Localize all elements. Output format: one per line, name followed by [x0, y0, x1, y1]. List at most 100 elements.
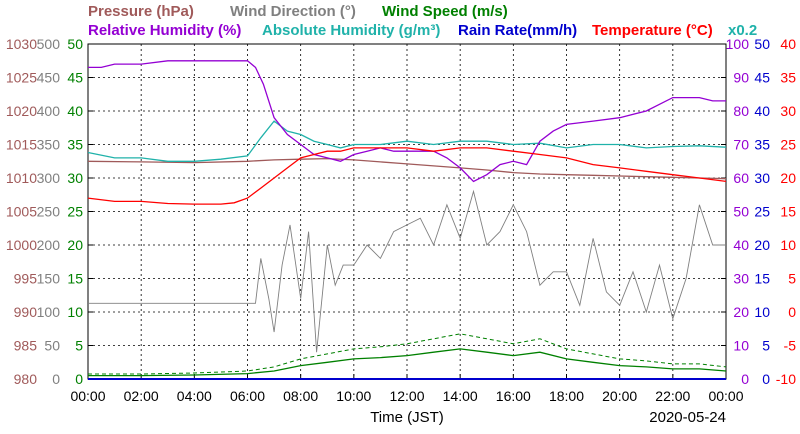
x-tick-label: 00:00	[70, 388, 105, 404]
pressure-tick-label: 980	[14, 371, 38, 387]
rain-rate-tick-label: 35	[754, 137, 770, 153]
wind-direction-tick-label: 350	[37, 137, 61, 153]
x-tick-label: 16:00	[496, 388, 531, 404]
wind-speed-tick-label: 10	[67, 304, 83, 320]
rain-rate-tick-label: 10	[754, 304, 770, 320]
chart-date: 2020-05-24	[649, 409, 726, 426]
wind-speed-tick-label: 45	[67, 70, 83, 86]
pressure-tick-label: 1030	[6, 36, 37, 52]
rain-rate-tick-label: 5	[762, 338, 770, 354]
series-pressure	[87, 157, 727, 180]
series-temperature	[87, 147, 727, 205]
legend-pressure: Pressure (hPa)	[88, 3, 194, 20]
rain-rate-tick-label: 40	[754, 103, 770, 119]
x-tick-label: 04:00	[177, 388, 212, 404]
x-tick-label: 00:00	[708, 388, 743, 404]
pressure-tick-label: 990	[14, 304, 38, 320]
legend-wind-direction: Wind Direction (°)	[230, 3, 356, 20]
right-axes: 1009080706050403020100504540353025201510…	[721, 36, 796, 387]
wind-direction-tick-label: 100	[37, 304, 61, 320]
temperature-tick-label: -10	[776, 371, 796, 387]
humidity-tick-label: 100	[726, 36, 750, 52]
x-tick-label: 12:00	[389, 388, 424, 404]
x-tick-label: 02:00	[124, 388, 159, 404]
wind-direction-tick-label: 400	[37, 103, 61, 119]
pressure-tick-label: 1025	[6, 70, 37, 86]
humidity-tick-label: 10	[733, 338, 749, 354]
pressure-tick-label: 1020	[6, 103, 37, 119]
x-tick-label: 06:00	[230, 388, 265, 404]
temperature-tick-label: 35	[780, 70, 796, 86]
x-axis-ticks: 00:00 02:00 04:00 06:00 08:00 10:00 12:00 14:00…	[70, 374, 744, 404]
temperature-tick-label: 30	[780, 103, 796, 119]
rain-rate-tick-label: 30	[754, 170, 770, 186]
rain-rate-tick-label: 50	[754, 36, 770, 52]
temperature-tick-label: 0	[788, 304, 796, 320]
humidity-tick-label: 50	[733, 204, 749, 220]
rain-rate-tick-label: 0	[762, 371, 770, 387]
humidity-tick-label: 70	[733, 137, 749, 153]
temperature-tick-label: 5	[788, 271, 796, 287]
temperature-tick-label: 15	[780, 204, 796, 220]
humidity-tick-label: 20	[733, 304, 749, 320]
wind-speed-tick-label: 50	[67, 36, 83, 52]
temperature-tick-label: 20	[780, 170, 796, 186]
wind-direction-tick-label: 50	[44, 338, 60, 354]
temperature-tick-label: 10	[780, 237, 796, 253]
humidity-tick-label: 90	[733, 70, 749, 86]
wind-speed-tick-label: 0	[75, 371, 83, 387]
wind-direction-tick-label: 300	[37, 170, 61, 186]
series-wind-speed	[88, 348, 727, 377]
legend-absolute-humidity: Absolute Humidity (g/m³)	[262, 22, 440, 39]
pressure-tick-label: 1000	[6, 237, 37, 253]
temperature-tick-label: -5	[784, 338, 797, 354]
left-axes: 1030102510201015101010051000995990985980…	[6, 36, 93, 387]
x-tick-label: 20:00	[602, 388, 637, 404]
series-relative-humidity	[88, 60, 726, 183]
temperature-tick-label: 25	[780, 137, 796, 153]
pressure-tick-label: 985	[14, 338, 38, 354]
wind-direction-tick-label: 500	[37, 36, 61, 52]
legend-rain-rate: Rain Rate(mm/h)	[458, 22, 577, 39]
legend-relative-humidity: Relative Humidity (%)	[88, 22, 241, 39]
wind-speed-tick-label: 30	[67, 170, 83, 186]
legend-temperature: Temperature (°C)	[592, 22, 713, 39]
grid-lines	[88, 44, 726, 379]
rain-rate-tick-label: 25	[754, 204, 770, 220]
legend-scale-note: x0.2	[728, 22, 757, 39]
wind-speed-tick-label: 20	[67, 237, 83, 253]
x-tick-label: 08:00	[283, 388, 318, 404]
pressure-tick-label: 995	[14, 271, 38, 287]
wind-direction-tick-label: 0	[52, 371, 60, 387]
wind-speed-tick-label: 5	[75, 338, 83, 354]
rain-rate-tick-label: 15	[754, 271, 770, 287]
rain-rate-tick-label: 45	[754, 70, 770, 86]
series-wind-direction	[88, 189, 726, 353]
x-tick-label: 10:00	[336, 388, 371, 404]
rain-rate-tick-label: 20	[754, 237, 770, 253]
wind-direction-tick-label: 150	[37, 271, 61, 287]
wind-direction-tick-label: 450	[37, 70, 61, 86]
humidity-tick-label: 80	[733, 103, 749, 119]
humidity-tick-label: 0	[741, 371, 749, 387]
series-lines	[87, 60, 727, 380]
wind-speed-tick-label: 15	[67, 271, 83, 287]
humidity-tick-label: 60	[733, 170, 749, 186]
x-tick-label: 14:00	[443, 388, 478, 404]
legend-wind-speed: Wind Speed (m/s)	[382, 3, 508, 20]
pressure-tick-label: 1010	[6, 170, 37, 186]
wind-speed-tick-label: 40	[67, 103, 83, 119]
wind-direction-tick-label: 200	[37, 237, 61, 253]
humidity-tick-label: 30	[733, 271, 749, 287]
x-tick-label: 18:00	[549, 388, 584, 404]
x-axis-title: Time (JST)	[370, 409, 444, 426]
wind-direction-tick-label: 250	[37, 204, 61, 220]
x-tick-label: 22:00	[655, 388, 690, 404]
pressure-tick-label: 1005	[6, 204, 37, 220]
temperature-tick-label: 40	[780, 36, 796, 52]
pressure-tick-label: 1015	[6, 137, 37, 153]
wind-speed-tick-label: 25	[67, 204, 83, 220]
humidity-tick-label: 40	[733, 237, 749, 253]
series-absolute-humidity	[87, 120, 727, 162]
